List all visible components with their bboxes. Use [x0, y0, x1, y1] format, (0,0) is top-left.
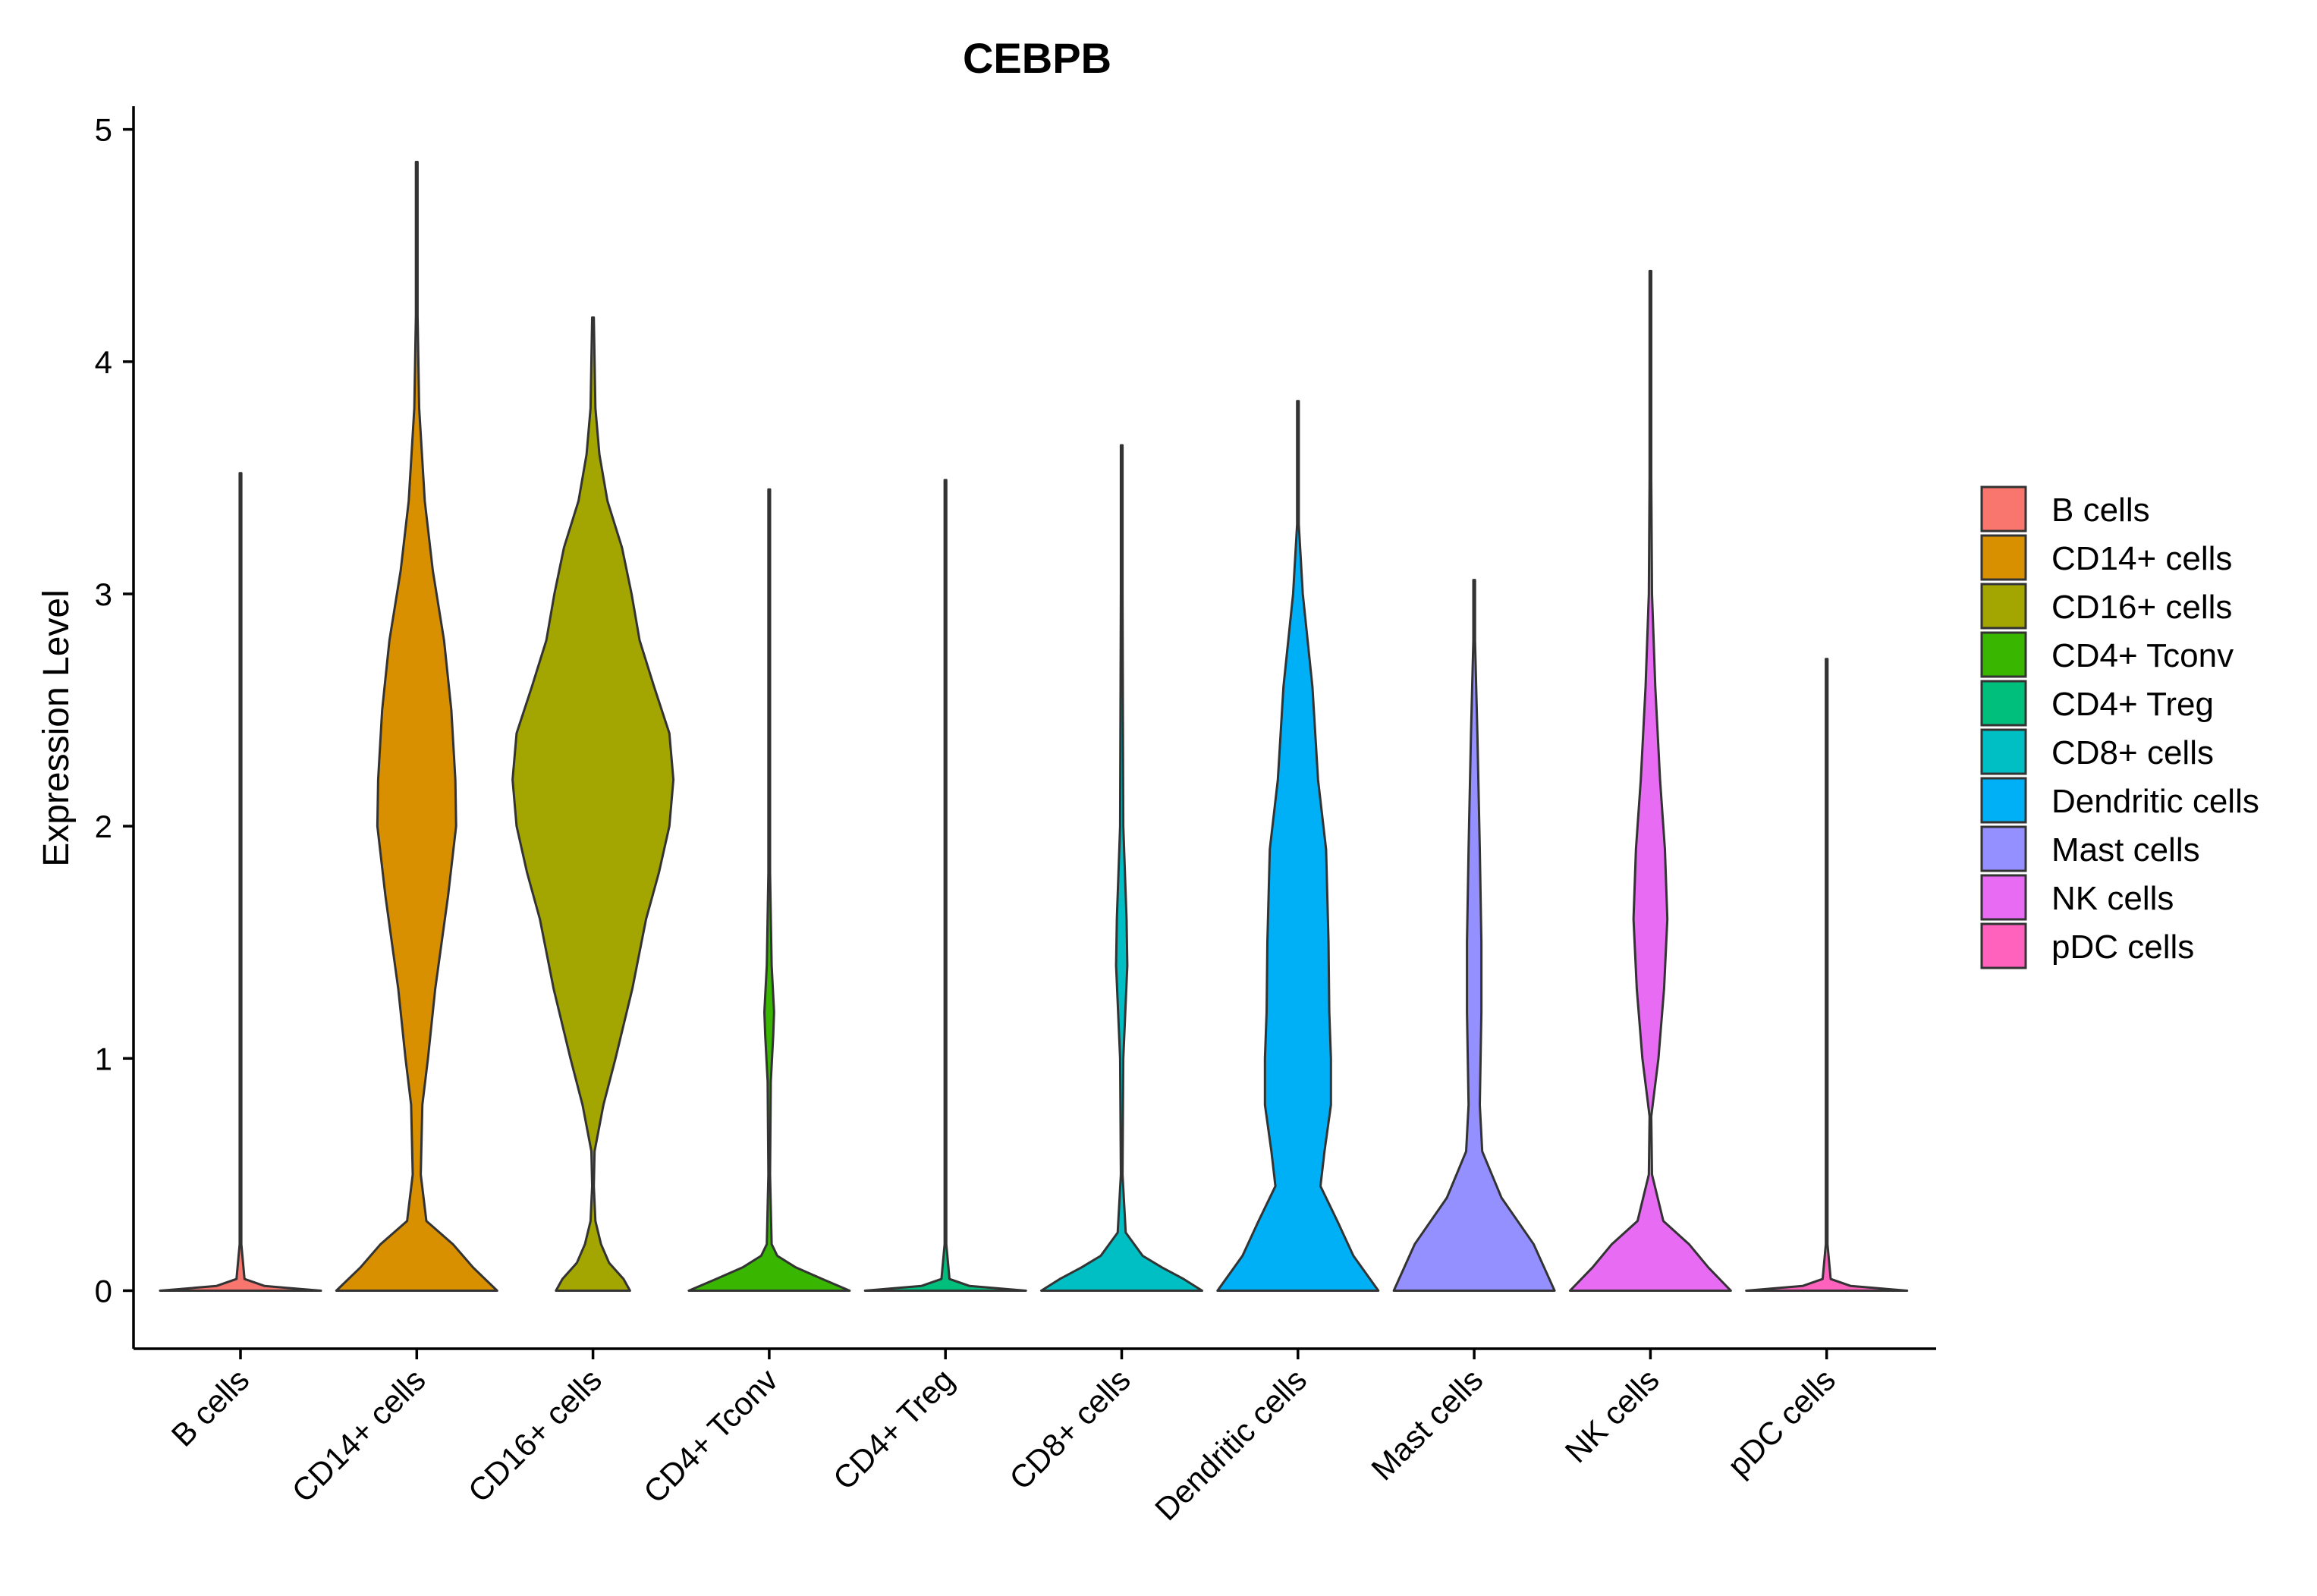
- chart-title: CEBPB: [963, 34, 1111, 82]
- y-tick-label: 4: [95, 344, 112, 380]
- violin-group: [159, 161, 1909, 1292]
- legend-label-cd14-cells: CD14+ cells: [2051, 540, 2232, 577]
- violin-cd8-cells: [1040, 444, 1203, 1292]
- x-tick-label-cd16-cells: CD16+ cells: [461, 1362, 608, 1509]
- legend-key-b-cells: [1980, 485, 2027, 533]
- violin-cd14-cells: [335, 161, 498, 1292]
- x-tick-label-dendritic-cells: Dendritic cells: [1148, 1362, 1313, 1527]
- violin-b-cells: [159, 472, 322, 1292]
- violin-dendritic-cells: [1216, 400, 1380, 1292]
- legend-label-b-cells: B cells: [2051, 492, 2150, 529]
- legend-key-cd4-tconv: [1980, 631, 2027, 678]
- x-tick-label-cd14-cells: CD14+ cells: [285, 1362, 432, 1509]
- x-tick-label-cd4-tconv: CD4+ Tconv: [637, 1362, 784, 1510]
- legend-key-cd14-cells: [1980, 534, 2027, 581]
- violin-cd4-tconv: [687, 488, 851, 1292]
- violin-cd4-treg: [863, 479, 1027, 1292]
- x-tick-label-cd8-cells: CD8+ cells: [1002, 1362, 1137, 1497]
- legend-key-pdc-cells: [1980, 922, 2027, 969]
- legend-label-pdc-cells: pDC cells: [2051, 928, 2194, 966]
- legend: B cells CD14+ cells CD16+ cells CD4+ Tconv C…: [1980, 485, 2259, 969]
- x-tick-label-nk-cells: NK cells: [1558, 1362, 1666, 1469]
- legend-label-cd8-cells: CD8+ cells: [2051, 734, 2214, 771]
- violin-cd16-cells: [511, 316, 675, 1292]
- violin-mast-cells: [1392, 579, 1556, 1292]
- x-tick-label-pdc-cells: pDC cells: [1721, 1362, 1842, 1483]
- legend-key-cd8-cells: [1980, 728, 2027, 775]
- legend-label-dendritic-cells: Dendritic cells: [2051, 783, 2259, 820]
- legend-key-cd4-treg: [1980, 680, 2027, 727]
- y-tick-label: 3: [95, 577, 112, 612]
- legend-label-mast-cells: Mast cells: [2051, 831, 2200, 869]
- legend-label-cd4-tconv: CD4+ Tconv: [2051, 637, 2234, 674]
- x-tick-label-b-cells: B cells: [165, 1362, 256, 1453]
- legend-key-mast-cells: [1980, 825, 2027, 872]
- y-tick-label: 0: [95, 1273, 112, 1309]
- violin-nk-cells: [1568, 269, 1732, 1292]
- y-tick-label: 1: [95, 1041, 112, 1076]
- legend-label-cd16-cells: CD16+ cells: [2051, 589, 2232, 626]
- legend-key-dendritic-cells: [1980, 777, 2027, 824]
- legend-label-nk-cells: NK cells: [2051, 880, 2174, 917]
- x-tick-label-mast-cells: Mast cells: [1364, 1362, 1489, 1487]
- legend-key-nk-cells: [1980, 874, 2027, 921]
- legend-key-cd16-cells: [1980, 583, 2027, 630]
- y-tick-label: 2: [95, 809, 112, 844]
- violin-pdc-cells: [1745, 658, 1909, 1292]
- y-tick-label: 5: [95, 112, 112, 148]
- x-tick-label-cd4-treg: CD4+ Treg: [826, 1362, 961, 1497]
- y-axis-title: Expression Level: [36, 589, 77, 867]
- legend-label-cd4-treg: CD4+ Treg: [2051, 686, 2214, 723]
